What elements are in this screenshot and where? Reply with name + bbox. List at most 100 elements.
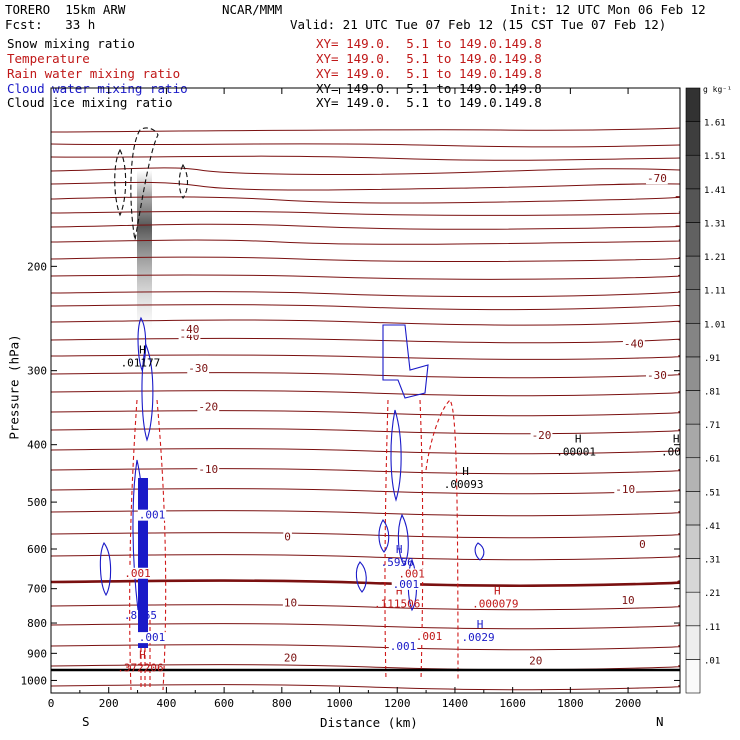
y-tick-label: 700 <box>27 583 47 596</box>
field-range-cloud-water: XY= 149.0. 5.1 to 149.0.149.8 <box>316 81 542 96</box>
colorbar-cell <box>685 121 701 156</box>
colorbar-cell <box>685 87 701 122</box>
contour-value-label-bg <box>414 631 444 643</box>
colorbar-tick-label: .01 <box>704 656 720 666</box>
y-tick-label: 200 <box>27 260 47 273</box>
field-name-cloud-ice: Cloud ice mixing ratio <box>7 95 173 110</box>
colorbar-tick-label: 1.31 <box>704 219 726 229</box>
contour-value-label-bg <box>391 578 421 590</box>
x-tick-label: 1000 <box>326 697 353 710</box>
contour-value-label: .001 <box>398 568 425 581</box>
field-name-rain: Rain water mixing ratio <box>7 66 181 81</box>
extremum-value: .5956 <box>381 556 414 569</box>
colorbar-cell <box>685 188 701 223</box>
temperature-contour-label-bg <box>282 652 299 664</box>
x-tick-label: 1600 <box>499 697 526 710</box>
cloud-ice-contours <box>114 127 189 241</box>
colorbar-cell <box>685 659 701 694</box>
contour-value-label: .001 <box>139 509 166 522</box>
temperature-contour-label-bg <box>646 173 668 185</box>
temperature-contour-label-bg <box>178 323 201 335</box>
x-tick-label: 400 <box>156 697 176 710</box>
extremum-value: .0029 <box>461 631 494 644</box>
temperature-contour-label: -10 <box>615 483 635 496</box>
x-tick-label: 1200 <box>384 697 411 710</box>
y-axis-label: Pressure (hPa) <box>6 334 22 440</box>
colorbar-tick-label: .11 <box>704 623 720 633</box>
header-valid: Valid: 21 UTC Tue 07 Feb 12 (15 CST Tue … <box>290 17 667 32</box>
zero-isotherm <box>51 579 680 588</box>
extremum-value: .00001 <box>556 445 596 458</box>
temperature-contour-label: -70 <box>647 172 667 185</box>
contour-value-label: .001 <box>124 567 151 580</box>
temperature-contour-label-bg <box>197 464 220 476</box>
x-tick-label: 1800 <box>557 697 584 710</box>
temperature-contour-label: -20 <box>532 429 552 442</box>
x-tick-label: 200 <box>99 697 119 710</box>
extremum-marker: H <box>139 596 146 609</box>
x-tick-label: 800 <box>272 697 292 710</box>
y-tick-label: 500 <box>27 496 47 509</box>
temperature-contour-label-bg <box>187 363 210 375</box>
temperature-contour-label-bg <box>646 369 668 381</box>
colorbar-cell <box>685 591 701 627</box>
colorbar-cell <box>685 289 701 324</box>
extremum-marker: H <box>673 432 680 445</box>
colorbar-tick-label: 1.61 <box>704 119 726 129</box>
extremum-marker: H <box>494 585 501 598</box>
colorbar-tick-label: .41 <box>704 522 720 532</box>
field-range-temperature: XY= 149.0. 5.1 to 149.0.149.8 <box>316 51 542 66</box>
y-tick-label: 900 <box>27 647 47 660</box>
colorbar-tick-label: .81 <box>704 388 720 398</box>
plot-frame <box>50 87 681 694</box>
extremum-marker: H <box>462 465 469 478</box>
contour-value-label-bg <box>397 568 426 580</box>
field-name-temperature: Temperature <box>7 51 90 66</box>
temperature-contour-label: -10 <box>198 463 218 476</box>
temperature-contour-label-bg <box>283 531 292 543</box>
temperature-contour-label-bg <box>530 429 553 441</box>
extremum-value: .00093 <box>444 478 484 491</box>
extremum-value: .372206 <box>117 662 163 675</box>
colorbar-cell <box>685 423 701 459</box>
colorbar-tick-label: .21 <box>704 589 720 599</box>
field-range-snow: XY= 149.0. 5.1 to 149.0.149.8 <box>316 36 542 51</box>
x-tick-label: 600 <box>214 697 234 710</box>
temperature-contour-label: 0 <box>284 531 291 544</box>
extremum-marker: H <box>139 649 146 662</box>
y-tick-label: 400 <box>27 439 47 452</box>
temperature-contour-label-bg <box>282 597 299 609</box>
y-tick-label: 600 <box>27 543 47 556</box>
header-fcst: Fcst: 33 h <box>5 17 96 32</box>
x-axis-label: Distance (km) <box>320 715 418 730</box>
temperature-contour-label: 10 <box>621 594 634 607</box>
temperature-contour-label: 20 <box>284 652 297 665</box>
contour-value-label: .001 <box>393 578 420 591</box>
temperature-contour-label-bg <box>638 538 647 550</box>
colorbar-cell <box>685 356 701 391</box>
temperature-contour-label: -40 <box>180 323 200 336</box>
temperature-contour-label: -30 <box>188 362 208 375</box>
extremum-value: .8165 <box>124 609 157 622</box>
colorbar-tick-label: .51 <box>704 488 720 498</box>
x-end-label-right: N <box>656 714 664 729</box>
contour-value-label: .001 <box>416 630 443 643</box>
extremum-marker: H <box>396 543 403 556</box>
extremum-value: .111506 <box>374 598 420 611</box>
extremum-value: .01177 <box>121 357 161 370</box>
colorbar-cell <box>685 558 701 593</box>
colorbar-tick-label: .31 <box>704 556 720 566</box>
x-end-label-left: S <box>82 714 90 729</box>
temperature-contour-label-bg <box>528 655 544 667</box>
extremum-marker: H <box>139 344 146 357</box>
rain-contours <box>129 399 459 691</box>
temperature-contour-label-bg <box>178 330 201 342</box>
colorbar-cell <box>685 457 701 492</box>
temperature-contour-label: 10 <box>284 596 297 609</box>
y-tick-label: 300 <box>27 365 47 378</box>
temperature-contour-label-bg <box>622 338 645 350</box>
header-init: Init: 12 UTC Mon 06 Feb 12 <box>510 2 706 17</box>
colorbar-tick-label: 1.41 <box>704 186 726 196</box>
field-name-cloud-water: Cloud water mixing ratio <box>7 81 188 96</box>
